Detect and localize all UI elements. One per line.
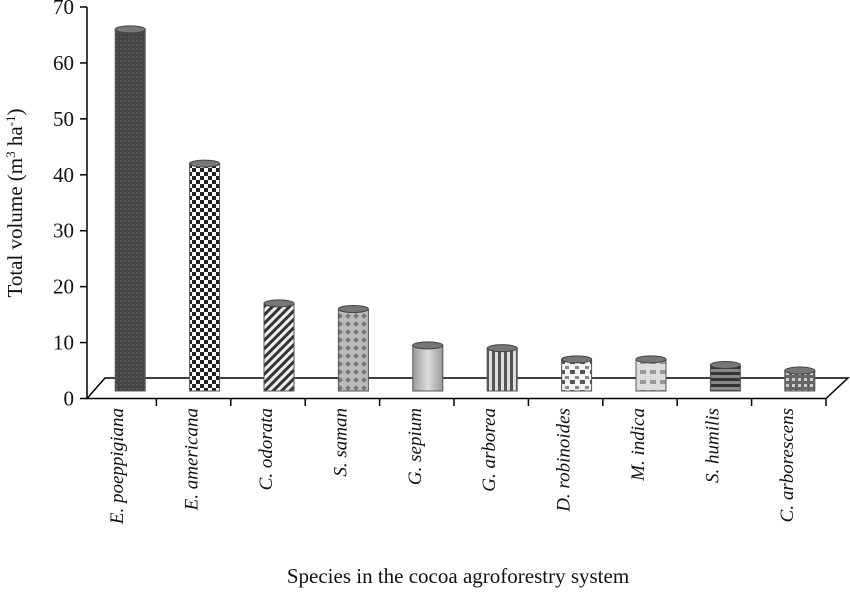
bar-body	[263, 302, 295, 392]
x-tick-label: D. robinoides	[554, 408, 575, 513]
x-tick-label: M. indica	[628, 408, 649, 482]
bar	[263, 299, 295, 392]
bar	[412, 341, 444, 392]
bar-cap	[486, 344, 518, 353]
y-axis-title: Total volume (m3 ha-1)	[3, 108, 27, 297]
x-tick-label: S. humilis	[702, 408, 723, 483]
x-tick-label: G. sepium	[405, 408, 426, 485]
bar-body	[114, 28, 146, 392]
x-tick-label: S. saman	[330, 408, 351, 477]
x-tick-label: E. americana	[182, 408, 203, 511]
bar	[114, 25, 146, 392]
bar	[561, 355, 593, 392]
bar	[784, 366, 816, 392]
bar-body	[337, 308, 369, 392]
y-tick-label: 40	[53, 163, 74, 187]
bar-body	[561, 358, 593, 392]
bar	[486, 344, 518, 392]
y-tick-label: 50	[53, 107, 74, 131]
bar-body	[189, 163, 221, 392]
bar-body	[635, 358, 667, 392]
y-tick-label: 10	[53, 331, 74, 355]
bar-cap	[709, 360, 741, 369]
bar-cap	[114, 25, 146, 34]
bar	[709, 360, 741, 392]
bar-body	[412, 344, 444, 392]
bar-body	[709, 364, 741, 392]
x-tick-label: C. odorata	[256, 408, 277, 490]
bar-cap	[263, 299, 295, 308]
bar-cap	[635, 355, 667, 364]
bar	[635, 355, 667, 392]
y-tick-label: 60	[53, 51, 74, 75]
x-axis-title: Species in the cocoa agroforestry system	[287, 564, 629, 588]
y-tick-label: 70	[53, 0, 74, 19]
bar-cap	[337, 305, 369, 314]
y-tick-label: 30	[53, 219, 74, 243]
bar-cap	[561, 355, 593, 364]
bar	[189, 159, 221, 392]
x-tick-label: E. poeppigiana	[107, 408, 128, 525]
bar-cap	[412, 341, 444, 350]
x-tick-label: G. arborea	[479, 408, 500, 492]
x-tick-label: C. arborescens	[777, 408, 798, 522]
bar	[337, 305, 369, 392]
bar-cap	[189, 159, 221, 168]
bar-cap	[784, 366, 816, 375]
y-tick-label: 20	[53, 275, 74, 299]
bar-body	[486, 347, 518, 392]
y-tick-label: 0	[64, 387, 75, 411]
